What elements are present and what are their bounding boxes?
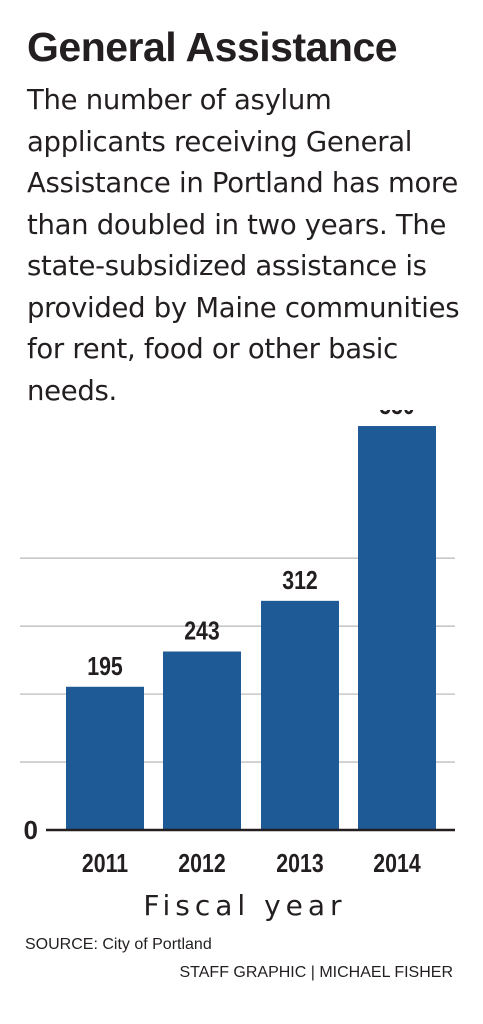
chart-subtitle: The number of asylum applicants receivin… [27,84,460,407]
bar [358,426,436,830]
data-label: 312 [282,566,318,596]
data-label: 550 [379,410,415,421]
bar [66,686,144,830]
graphic-credit: STAFF GRAPHIC | MICHAEL FISHER [179,964,453,981]
x-tick-label: 2011 [82,849,128,879]
y-tick-label: 0 [24,815,38,845]
bar [163,651,241,830]
data-label: 195 [87,652,123,682]
chart-title: General Assistance [27,24,398,70]
x-tick-label: 2012 [178,849,225,879]
bar-chart: 195 2011 243 2012 312 2013 550 2014 0 Fiscal year [20,410,455,922]
bar [261,600,339,830]
x-tick-label: 2014 [373,849,421,879]
source-note: SOURCE: City of Portland [25,936,212,953]
data-label: 243 [184,617,220,647]
x-tick-label: 2013 [276,849,323,879]
x-axis-title: Fiscal year [143,889,346,922]
